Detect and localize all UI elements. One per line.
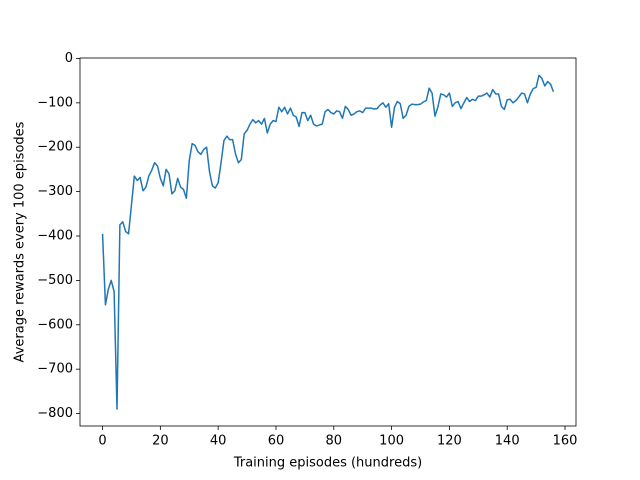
y-tick-label: −700 xyxy=(37,362,73,377)
y-tick-label: −400 xyxy=(37,229,73,244)
y-tick-label: −600 xyxy=(37,317,73,332)
x-tick-label: 0 xyxy=(98,434,106,449)
x-tick-label: 140 xyxy=(495,434,520,449)
y-tick-label: 0 xyxy=(65,51,73,66)
x-axis-label: Training episodes (hundreds) xyxy=(233,456,422,471)
x-tick-label: 100 xyxy=(379,434,404,449)
x-tick-label: 40 xyxy=(210,434,227,449)
y-tick-label: −500 xyxy=(37,273,73,288)
line-series xyxy=(101,74,555,410)
y-tick-label: −100 xyxy=(37,95,73,110)
x-tick-label: 60 xyxy=(268,434,285,449)
axes-frame xyxy=(79,57,577,427)
y-axis-label: Average rewards every 100 episodes xyxy=(13,121,28,362)
x-tick-label: 120 xyxy=(437,434,462,449)
x-tick-label: 80 xyxy=(326,434,343,449)
y-tick-label: −300 xyxy=(37,184,73,199)
y-tick-label: −200 xyxy=(37,140,73,155)
y-tick-label: −800 xyxy=(37,406,73,421)
x-tick-label: 160 xyxy=(553,434,578,449)
x-tick-label: 20 xyxy=(152,434,169,449)
